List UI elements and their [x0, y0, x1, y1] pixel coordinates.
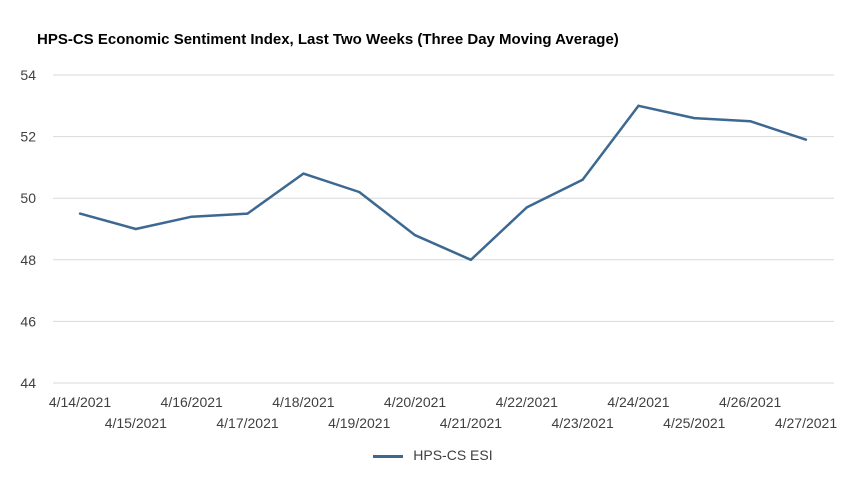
data-point: [413, 233, 417, 237]
data-point: [693, 116, 696, 120]
legend: HPS-CS ESI: [0, 447, 866, 463]
data-point: [78, 212, 82, 215]
x-tick-label: 4/19/2021: [328, 415, 390, 431]
x-tick-label: 4/18/2021: [272, 394, 334, 410]
x-tick-label: 4/26/2021: [719, 394, 781, 410]
x-tick-label: 4/15/2021: [105, 415, 167, 431]
x-tick-label: 4/27/2021: [775, 415, 837, 431]
data-point: [358, 190, 361, 194]
legend-item-hps-cs-esi: HPS-CS ESI: [373, 447, 493, 463]
x-tick-label: 4/23/2021: [551, 415, 613, 431]
data-point: [302, 172, 305, 175]
data-point: [525, 206, 528, 209]
data-point: [637, 104, 640, 108]
y-tick-label: 44: [20, 375, 36, 391]
data-point: [748, 120, 752, 123]
data-point: [190, 215, 193, 218]
y-tick-label: 52: [20, 129, 36, 145]
x-tick-label: 4/21/2021: [440, 415, 502, 431]
y-tick-label: 46: [20, 313, 36, 329]
y-tick-label: 48: [20, 252, 36, 268]
x-tick-label: 4/25/2021: [663, 415, 725, 431]
chart-title: HPS-CS Economic Sentiment Index, Last Tw…: [37, 31, 619, 48]
y-tick-label: 54: [20, 67, 36, 83]
legend-label: HPS-CS ESI: [413, 447, 493, 463]
x-tick-label: 4/22/2021: [496, 394, 558, 410]
x-tick-label: 4/16/2021: [161, 394, 223, 410]
legend-swatch: [373, 454, 404, 458]
x-tick-label: 4/20/2021: [384, 394, 446, 410]
data-point: [469, 258, 473, 261]
data-point: [581, 178, 584, 181]
x-tick-label: 4/14/2021: [49, 394, 111, 410]
series-line-0: [79, 104, 807, 262]
data-point: [246, 212, 249, 215]
x-tick-label: 4/17/2021: [216, 415, 278, 431]
data-point: [134, 227, 138, 231]
data-point: [804, 138, 808, 141]
y-tick-label: 50: [20, 190, 36, 206]
x-tick-label: 4/24/2021: [607, 394, 669, 410]
